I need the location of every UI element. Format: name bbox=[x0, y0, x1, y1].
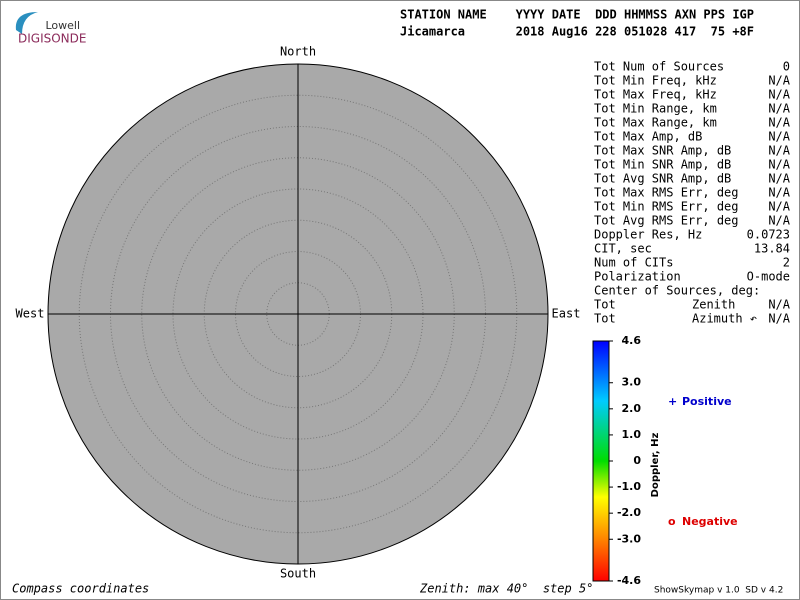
stat-value: N/A bbox=[768, 298, 790, 312]
stat-label: Tot Min SNR Amp, dB bbox=[594, 158, 731, 172]
stat-value: N/A bbox=[768, 130, 790, 144]
colorbar-tick-label: 1.0 bbox=[622, 428, 642, 441]
stat-value: O-mode bbox=[747, 270, 790, 284]
colorbar-tick-label: 2.0 bbox=[622, 402, 642, 415]
stat-label: Tot Max SNR Amp, dB bbox=[594, 144, 731, 158]
stat-label: Tot Num of Sources bbox=[594, 60, 724, 74]
colorbar-tick-label: -3.0 bbox=[617, 532, 641, 545]
logo-text: DIGISONDE bbox=[18, 32, 86, 46]
stat-value: N/A bbox=[768, 200, 790, 214]
stat-label: Tot Max Range, km bbox=[594, 116, 717, 130]
header-row: STATION NAME YYYY DATE DDD HHMMSS AXN PP… bbox=[400, 8, 754, 22]
stat-value: 13.84 bbox=[754, 242, 790, 256]
stat-value: 0 bbox=[783, 60, 790, 74]
legend-symbol: + bbox=[668, 395, 677, 408]
stat-label: Num of CITs bbox=[594, 256, 673, 270]
colorbar-label: Doppler, Hz bbox=[650, 433, 661, 498]
stat-label: Tot Max Freq, kHz bbox=[594, 88, 717, 102]
stat-value: N/A bbox=[768, 172, 790, 186]
header-row: Jicamarca 2018 Aug16 228 051028 417 75 +… bbox=[400, 25, 754, 39]
colorbar bbox=[592, 340, 610, 582]
colorbar-tick-label: -4.6 bbox=[617, 574, 641, 587]
compass-label: East bbox=[552, 307, 581, 321]
stat-value: N/A bbox=[768, 312, 790, 326]
compass-label: West bbox=[16, 307, 45, 321]
stat-label: CIT, sec bbox=[594, 242, 652, 256]
stat-label: Tot Max RMS Err, deg bbox=[594, 186, 739, 200]
stat-label: Tot Min Freq, kHz bbox=[594, 74, 717, 88]
stat-value: N/A bbox=[768, 158, 790, 172]
stat-value: N/A bbox=[768, 116, 790, 130]
stat-sublabel: Zenith bbox=[692, 298, 735, 312]
stat-label: Tot Max Amp, dB bbox=[594, 130, 702, 144]
stat-value: N/A bbox=[768, 144, 790, 158]
compass-label: North bbox=[280, 45, 316, 59]
stat-value: N/A bbox=[768, 102, 790, 116]
stat-label: Tot bbox=[594, 312, 616, 326]
footer-text: ShowSkymap v 1.0 SD v 4.2 bbox=[654, 586, 783, 596]
stat-label: Polarization bbox=[594, 270, 681, 284]
stat-label: Tot Avg SNR Amp, dB bbox=[594, 172, 731, 186]
footer-text: Zenith: max 40° step 5° bbox=[419, 582, 593, 596]
legend-symbol: o bbox=[668, 515, 676, 528]
colorbar-tick-label: -2.0 bbox=[617, 506, 641, 519]
stat-label: Tot Min Range, km bbox=[594, 102, 717, 116]
colorbar-tick-label: -1.0 bbox=[617, 480, 641, 493]
stat-label: Tot Min RMS Err, deg bbox=[594, 200, 739, 214]
stat-label: Tot Avg RMS Err, deg bbox=[594, 214, 739, 228]
compass-label: South bbox=[280, 567, 316, 581]
colorbar-tick-label: 0 bbox=[633, 454, 641, 467]
legend-label: Negative bbox=[682, 515, 738, 528]
stat-label: Center of Sources, deg: bbox=[594, 284, 760, 298]
stats-table: Tot Num of Sources 0 Tot Min Freq, kHz N/A T… bbox=[594, 60, 791, 326]
stat-value: 0.0723 bbox=[747, 228, 790, 242]
stat-value: 2 bbox=[783, 256, 790, 270]
legend-label: Positive bbox=[682, 395, 732, 408]
logo-swoosh bbox=[15, 12, 39, 34]
stat-value: N/A bbox=[768, 186, 790, 200]
stat-value: N/A bbox=[768, 74, 790, 88]
colorbar-ticks: 4.6 3.0 2.0 1.0 0 -1.0 -2.0 -3.0 -4.6 bbox=[609, 334, 641, 587]
stat-label: Doppler Res, Hz bbox=[594, 228, 702, 242]
polar-plot bbox=[47, 63, 549, 565]
stat-value: N/A bbox=[768, 214, 790, 228]
stat-sublabel: Azimuth ↶ bbox=[692, 312, 757, 326]
colorbar-tick-label: 3.0 bbox=[622, 376, 642, 389]
footer-text: Compass coordinates bbox=[12, 582, 149, 596]
logo-text: Lowell bbox=[45, 19, 80, 32]
colorbar-tick-label: 4.6 bbox=[622, 334, 642, 347]
stat-value: N/A bbox=[768, 88, 790, 102]
stat-label: Tot bbox=[594, 298, 616, 312]
